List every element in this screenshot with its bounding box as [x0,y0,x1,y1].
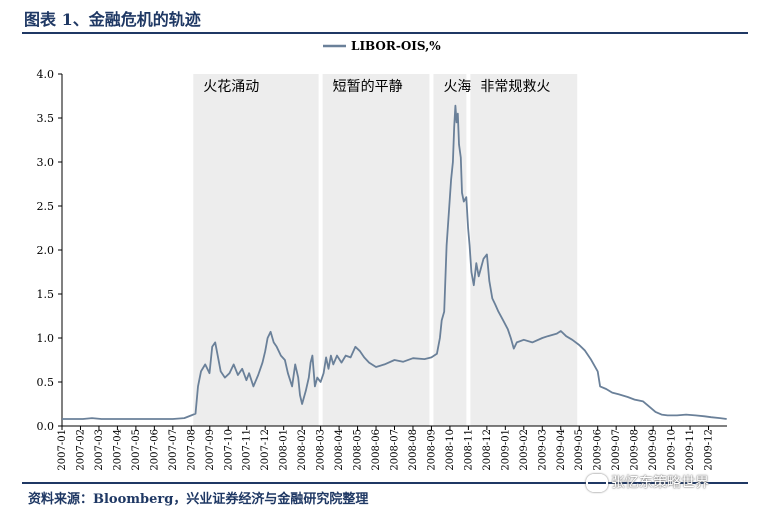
x-tick-label-14: 2008-02 [297,429,308,471]
x-tick-label-19: 2008-07 [390,429,401,471]
watermark: 张忆东策略世界 [586,472,709,492]
axis-layer: 0.0 0.5 1.0 1.5 2.0 2.5 3.0 3.5 4.0 2007-01 2007-0… [37,68,727,471]
x-tick-label-4: 2007-04 [112,429,123,471]
x-tick-label-36: 2009-12 [704,429,715,471]
x-tick-label-20: 2008-08 [408,429,419,471]
y-tick-label-2: 0.5 [37,376,55,389]
x-tick-label-33: 2009-09 [648,429,659,471]
x-tick-label-22: 2008-10 [445,429,456,471]
y-tick-label-5: 2.0 [37,244,55,257]
x-tick-label-13: 2008-01 [279,429,290,471]
footer-rule [22,482,748,484]
phase-label-3: 火海 [443,79,471,95]
x-tick-label-28: 2009-04 [556,429,567,471]
phase-shading-layer: 火花涌动 短暂的平静 火海 非常规救火 [193,74,578,426]
y-tick-label-1: 0.0 [37,420,55,433]
figure-title: 图表 1、金融危机的轨迹 [24,10,201,29]
y-tick-label-7: 3.0 [37,156,55,169]
x-tick-label-1: 2007-01 [57,429,68,471]
x-tick-label-3: 2007-03 [94,429,105,471]
x-tick-label-23: 2008-11 [463,429,474,471]
phase-band-3 [433,74,467,426]
phase-label-1: 火花涌动 [203,79,259,95]
phase-label-4: 非常规救火 [480,79,550,95]
x-tick-label-9: 2007-09 [205,429,216,471]
x-tick-label-16: 2008-04 [334,429,345,471]
x-tick-label-35: 2009-11 [685,429,696,471]
x-tick-label-18: 2008-06 [371,429,382,471]
source-note: 资料来源：Bloomberg，兴业证券经济与金融研究院整理 [28,492,369,507]
x-tick-label-11: 2007-11 [242,429,253,471]
legend-layer: LIBOR-OIS,% [323,39,441,53]
x-tick-label-26: 2009-02 [519,429,530,471]
x-tick-label-29: 2009-05 [574,429,585,471]
phase-label-2: 短暂的平静 [333,79,403,95]
series-layer [62,104,727,420]
legend-label-1: LIBOR-OIS,% [351,39,441,53]
y-tick-label-6: 2.5 [37,200,55,213]
x-tick-label-2: 2007-02 [75,429,86,471]
x-tick-label-7: 2007-07 [168,429,179,471]
x-tick-label-17: 2008-05 [353,429,364,471]
x-tick-label-12: 2007-12 [260,429,271,471]
y-tick-label-9: 4.0 [37,68,55,81]
x-tick-label-31: 2009-07 [611,429,622,471]
y-tick-label-3: 1.0 [37,332,55,345]
x-tick-label-10: 2007-10 [223,429,234,471]
x-tick-label-6: 2007-06 [149,429,160,471]
x-tick-label-24: 2008-12 [482,429,493,471]
series-line-1 [62,104,727,420]
x-tick-label-15: 2008-03 [316,429,327,471]
x-tick-label-21: 2008-09 [426,429,437,471]
phase-band-1 [193,74,319,426]
x-tick-label-8: 2007-08 [186,429,197,471]
x-tick-label-30: 2009-06 [593,429,604,471]
title-underline [22,32,748,34]
x-tick-label-25: 2009-01 [500,429,511,471]
y-tick-label-8: 3.5 [37,112,55,125]
x-tick-label-34: 2009-10 [667,429,678,471]
x-tick-label-27: 2009-03 [537,429,548,471]
phase-band-2 [322,74,430,426]
y-tick-label-4: 1.5 [37,288,55,301]
x-tick-label-32: 2009-08 [630,429,641,471]
x-tick-label-5: 2007-05 [131,429,142,471]
wechat-icon [586,474,608,492]
phase-band-4 [470,74,578,426]
watermark-text: 张忆东策略世界 [611,475,709,491]
